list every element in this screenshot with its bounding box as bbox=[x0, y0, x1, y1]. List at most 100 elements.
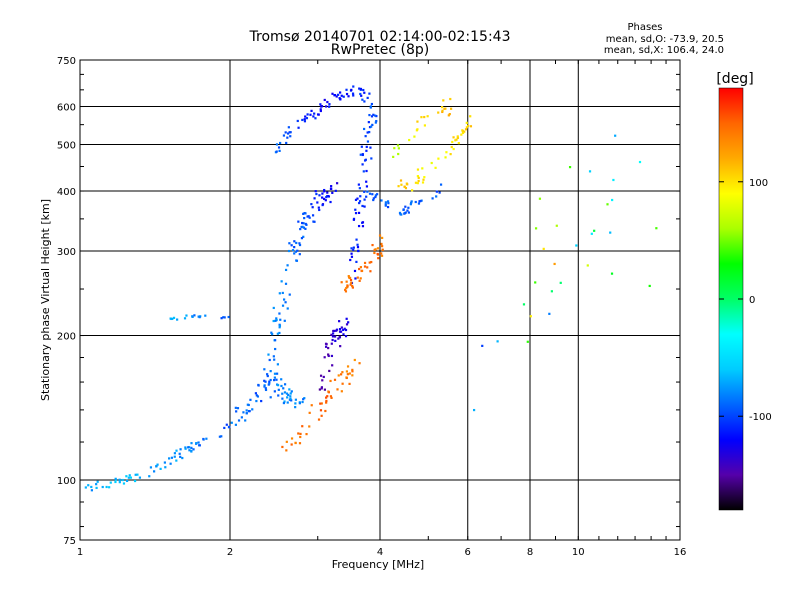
echo-point bbox=[95, 486, 98, 490]
echo-point bbox=[334, 339, 337, 343]
echo-point bbox=[638, 160, 642, 164]
grid-lines bbox=[80, 60, 680, 540]
echo-point bbox=[365, 149, 368, 152]
echo-point bbox=[114, 480, 117, 484]
echo-point bbox=[356, 243, 359, 246]
echo-point bbox=[357, 211, 361, 215]
echo-point bbox=[374, 114, 377, 117]
echo-point bbox=[363, 198, 366, 201]
echo-point bbox=[155, 465, 158, 468]
echo-point bbox=[298, 442, 302, 445]
echo-point bbox=[90, 485, 93, 489]
echo-point bbox=[355, 238, 358, 241]
echo-point bbox=[329, 187, 333, 190]
echo-point bbox=[301, 425, 304, 428]
echo-point bbox=[337, 337, 340, 340]
echo-point bbox=[323, 190, 326, 193]
echo-point bbox=[409, 203, 412, 206]
echo-point bbox=[368, 113, 371, 117]
echo-point bbox=[273, 378, 276, 382]
echo-point bbox=[363, 127, 366, 131]
echo-point bbox=[361, 153, 364, 156]
echo-point bbox=[334, 189, 337, 192]
x-tick-label: 2 bbox=[227, 547, 233, 558]
echo-point bbox=[295, 259, 299, 262]
echo-point bbox=[358, 279, 361, 282]
echo-point bbox=[276, 363, 279, 366]
echo-point bbox=[351, 284, 354, 288]
echo-point bbox=[345, 370, 349, 373]
echo-point bbox=[351, 370, 354, 373]
echo-point bbox=[269, 396, 272, 399]
y-tick-label: 75 bbox=[63, 536, 76, 547]
echo-point bbox=[318, 208, 321, 212]
echo-point bbox=[289, 131, 292, 134]
echo-point bbox=[338, 320, 341, 323]
echo-point bbox=[330, 342, 333, 345]
echo-point bbox=[423, 124, 427, 127]
echo-point bbox=[314, 190, 317, 193]
echo-point bbox=[365, 195, 368, 198]
colorbar-tick-label: 100 bbox=[749, 178, 768, 189]
echo-point bbox=[340, 390, 343, 393]
echo-point bbox=[322, 375, 325, 379]
echo-point bbox=[345, 88, 348, 91]
echo-point bbox=[289, 392, 292, 395]
echo-point bbox=[333, 329, 336, 333]
y-axis-ticks: 75 100 200 300 400 500 600 750 bbox=[57, 56, 680, 547]
echo-point bbox=[319, 109, 322, 113]
echo-point bbox=[280, 378, 283, 381]
echo-point bbox=[284, 282, 288, 285]
echo-point bbox=[457, 142, 460, 145]
echo-point bbox=[255, 399, 258, 403]
echo-point bbox=[353, 269, 357, 273]
echo-point bbox=[359, 277, 362, 280]
echo-point bbox=[269, 370, 272, 373]
echo-point bbox=[384, 203, 387, 206]
echo-point bbox=[356, 276, 359, 279]
echo-point bbox=[324, 409, 327, 413]
y-tick-label: 750 bbox=[57, 56, 76, 67]
echo-point bbox=[369, 105, 372, 108]
echo-point bbox=[400, 183, 403, 186]
echo-point bbox=[247, 410, 251, 413]
echo-point bbox=[284, 131, 287, 134]
echo-point bbox=[465, 121, 468, 124]
echo-point bbox=[268, 358, 271, 362]
echo-point bbox=[300, 237, 304, 240]
echo-point bbox=[312, 220, 315, 223]
echo-point bbox=[304, 227, 307, 230]
echo-point bbox=[357, 224, 361, 228]
echo-point bbox=[291, 249, 295, 252]
echo-point bbox=[404, 205, 407, 208]
echo-point bbox=[183, 317, 187, 320]
echo-point bbox=[317, 418, 321, 421]
echo-point bbox=[87, 484, 90, 487]
echo-point bbox=[416, 174, 419, 178]
echo-point bbox=[138, 476, 142, 479]
echo-point bbox=[342, 333, 345, 336]
echo-point bbox=[331, 335, 335, 338]
echo-point bbox=[365, 169, 368, 173]
echo-point bbox=[281, 291, 284, 295]
echo-point bbox=[416, 168, 420, 171]
echo-point bbox=[290, 244, 293, 247]
echo-point bbox=[128, 474, 131, 477]
echo-point bbox=[392, 155, 395, 159]
echo-point bbox=[350, 252, 353, 255]
echo-point bbox=[360, 94, 363, 97]
x-tick-label: 8 bbox=[527, 547, 533, 558]
echo-point bbox=[325, 399, 328, 403]
echo-point bbox=[193, 314, 196, 317]
echo-point bbox=[351, 286, 355, 289]
echo-point bbox=[349, 283, 352, 286]
echo-point bbox=[323, 188, 326, 192]
echo-point bbox=[363, 91, 366, 94]
echo-point bbox=[319, 409, 323, 412]
echo-point bbox=[247, 403, 250, 407]
echo-point bbox=[346, 284, 349, 288]
echo-point bbox=[335, 95, 338, 98]
echo-point bbox=[326, 191, 329, 194]
echo-point bbox=[319, 402, 322, 405]
echo-point bbox=[346, 373, 349, 376]
